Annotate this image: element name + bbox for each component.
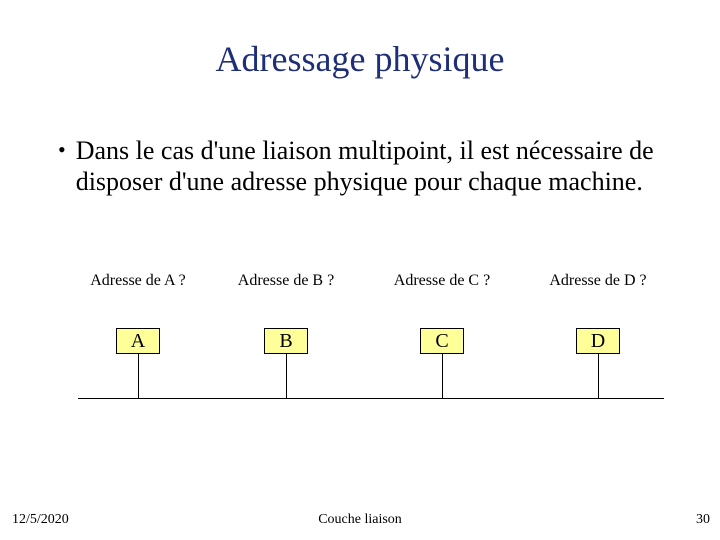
bullet-dot: • (58, 135, 66, 165)
bullet-item: • Dans le cas d'une liaison multipoint, … (58, 135, 668, 197)
node-header: Adresse de A ? (68, 272, 208, 290)
node-stem (138, 354, 139, 398)
node-header: Adresse de B ? (216, 272, 356, 290)
footer-page-number: 30 (696, 512, 710, 528)
node-header: Adresse de C ? (372, 272, 512, 290)
slide-title: Adressage physique (0, 38, 720, 80)
bus-diagram: Adresse de A ? Adresse de B ? Adresse de… (68, 272, 668, 432)
footer-title: Couche liaison (0, 512, 720, 528)
node-header: Adresse de D ? (528, 272, 668, 290)
slide: Adressage physique • Dans le cas d'une l… (0, 0, 720, 540)
node-box: D (576, 328, 620, 354)
node-box: C (420, 328, 464, 354)
node-stem (598, 354, 599, 398)
node-stem (286, 354, 287, 398)
node-box: A (116, 328, 160, 354)
bullet-text: Dans le cas d'une liaison multipoint, il… (76, 135, 668, 197)
node-box: B (264, 328, 308, 354)
bus-line (78, 398, 664, 399)
node-stem (442, 354, 443, 398)
